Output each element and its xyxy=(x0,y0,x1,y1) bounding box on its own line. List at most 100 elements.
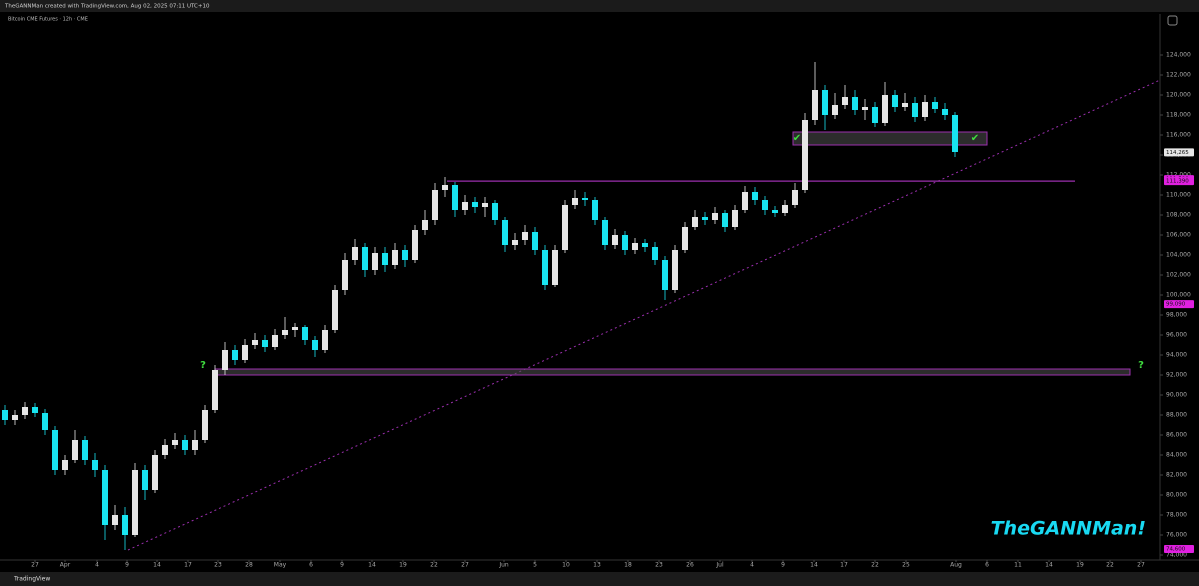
price-label-box xyxy=(1164,545,1194,553)
candle-body xyxy=(172,440,178,445)
y-tick-label: 86,000 xyxy=(1166,432,1187,439)
y-tick-label: 122,000 xyxy=(1166,72,1191,79)
candle-body xyxy=(672,250,678,290)
candle-body xyxy=(222,350,228,370)
y-tick-label: 124,000 xyxy=(1166,52,1191,59)
candle-body xyxy=(482,203,488,207)
annotation: ✔ xyxy=(793,133,801,144)
candle-body xyxy=(802,120,808,190)
candle-body xyxy=(242,345,248,360)
y-tick-label: 88,000 xyxy=(1166,412,1187,419)
x-tick-label: 28 xyxy=(245,562,253,569)
candle-body xyxy=(412,230,418,260)
candle-body xyxy=(542,250,548,285)
candle-body xyxy=(942,109,948,115)
y-tick-label: 102,000 xyxy=(1166,272,1191,279)
candle-body xyxy=(772,210,778,213)
price-label: 111,390 xyxy=(1166,179,1189,185)
candle-body xyxy=(632,243,638,250)
candle-body xyxy=(62,460,68,470)
candle-body xyxy=(322,330,328,350)
candle-body xyxy=(612,235,618,245)
y-tick-label: 110,000 xyxy=(1166,192,1191,199)
candle-body xyxy=(832,105,838,115)
symbol: Bitcoin CME Futures · 12h · CME xyxy=(8,17,88,23)
y-tick-label: 120,000 xyxy=(1166,92,1191,99)
candle-body xyxy=(812,90,818,120)
candle-body xyxy=(582,198,588,200)
candle-body xyxy=(862,107,868,110)
candle-body xyxy=(72,440,78,460)
x-tick-label: 4 xyxy=(95,562,99,569)
price-label-box xyxy=(1164,300,1194,309)
candle-body xyxy=(742,192,748,210)
candle-body xyxy=(792,190,798,205)
candle-body xyxy=(122,515,128,535)
y-tick-label: 100,000 xyxy=(1166,292,1191,299)
candle-body xyxy=(2,410,8,420)
x-tick-label: 14 xyxy=(810,562,818,569)
x-tick-label: May xyxy=(274,562,287,569)
x-tick-label: 19 xyxy=(1076,562,1084,569)
candle-body xyxy=(512,240,518,245)
candle-body xyxy=(502,220,508,245)
y-tick-label: 78,000 xyxy=(1166,512,1187,519)
y-tick-label: 98,000 xyxy=(1166,312,1187,319)
candle-body xyxy=(702,217,708,220)
candle-body xyxy=(402,250,408,260)
candle-body xyxy=(342,260,348,290)
x-tick-label: 9 xyxy=(781,562,785,569)
candle-body xyxy=(12,415,18,420)
candle-body xyxy=(152,455,158,490)
x-tick-label: 9 xyxy=(125,562,129,569)
x-tick-label: 17 xyxy=(184,562,192,569)
candle-body xyxy=(622,235,628,250)
y-tick-label: 90,000 xyxy=(1166,392,1187,399)
candle-body xyxy=(882,95,888,123)
x-tick-label: 11 xyxy=(1014,562,1022,569)
x-tick-label: 19 xyxy=(399,562,407,569)
x-tick-label: 14 xyxy=(1045,562,1053,569)
candle-body xyxy=(712,213,718,220)
y-tick-label: 106,000 xyxy=(1166,232,1191,239)
x-tick-label: 10 xyxy=(562,562,570,569)
candle-body xyxy=(822,90,828,115)
y-tick-label: 96,000 xyxy=(1166,332,1187,339)
candle-body xyxy=(662,260,668,290)
candle-body xyxy=(332,290,338,330)
candle-body xyxy=(442,185,448,190)
x-tick-label: Aug xyxy=(950,562,962,569)
x-tick-label: 27 xyxy=(461,562,469,569)
candle-body xyxy=(392,250,398,265)
candle-body xyxy=(852,97,858,110)
zone xyxy=(214,368,1131,376)
candle-body xyxy=(382,253,388,265)
y-tick-label: 108,000 xyxy=(1166,212,1191,219)
y-tick-label: 112,000 xyxy=(1166,172,1191,179)
x-tick-label: 25 xyxy=(902,562,910,569)
candle-body xyxy=(902,103,908,107)
y-tick-label: 76,000 xyxy=(1166,532,1187,539)
candle-body xyxy=(932,102,938,109)
author-line: TheGANNMan created with TradingView.com,… xyxy=(4,4,210,10)
candle-body xyxy=(312,340,318,350)
candle-body xyxy=(722,213,728,227)
candle-body xyxy=(522,232,528,240)
candle-body xyxy=(752,192,758,200)
x-tick-label: 26 xyxy=(686,562,694,569)
candle-body xyxy=(422,220,428,230)
x-tick-label: 4 xyxy=(750,562,754,569)
y-tick-label: 92,000 xyxy=(1166,372,1187,379)
icon xyxy=(1167,15,1178,26)
candle-body xyxy=(472,202,478,207)
top-bar xyxy=(0,0,1199,12)
candle-body xyxy=(952,115,958,152)
annotation: ? xyxy=(1138,360,1144,371)
brand: TradingView xyxy=(13,576,50,583)
candle-body xyxy=(592,200,598,220)
x-tick-label: Jul xyxy=(715,562,724,569)
candle-body xyxy=(212,370,218,410)
y-tick-label: 104,000 xyxy=(1166,252,1191,259)
candle-body xyxy=(562,205,568,250)
candle-body xyxy=(552,250,558,285)
